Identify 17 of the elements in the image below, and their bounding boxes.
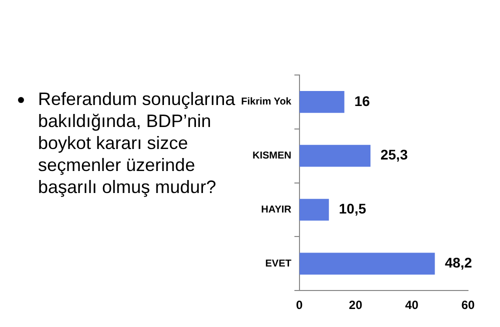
x-tick-label: 20 [348,298,363,312]
x-tick-label: 0 [296,298,304,312]
y-tick-label: KISMEN [252,150,292,162]
y-tick-label: HAYIR [261,204,292,216]
bar [299,144,370,167]
bar [299,198,329,221]
bar [299,91,344,113]
data-label: 48,2 [444,254,472,271]
text: Referandum sonuçlarına bakıldığında, BDP’nin boykot kararı sizce seçmenler üzerinde başarılı olmuş mudur? [38,88,236,198]
x-tick-label: 60 [461,298,475,312]
y-tick-label: EVET [265,258,292,270]
data-label: 16 [354,92,370,109]
bar [299,252,435,275]
data-label: 25,3 [380,146,408,163]
data-label: 10,5 [338,200,366,217]
x-tick-label: 40 [405,298,419,312]
y-tick-label: Fikrim Yok [241,96,292,108]
